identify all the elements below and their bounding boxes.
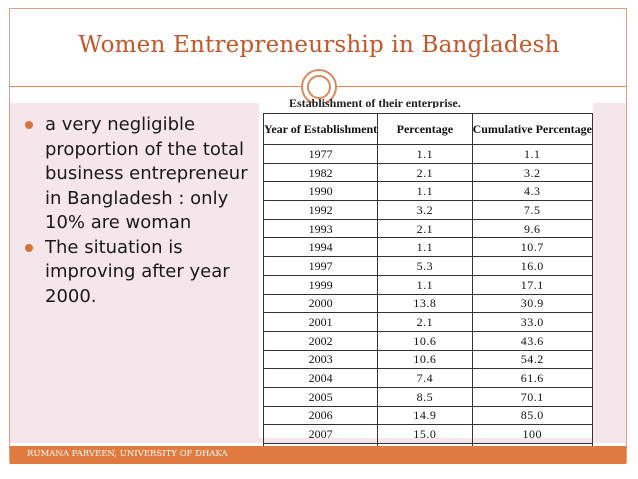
table-cell: 2003 [262,349,379,370]
table-cell: 13.8 [377,293,473,314]
table-row: 2006 14.9 85.0 [262,405,594,426]
table-cell: 54.2 [471,349,594,370]
table-row: 1990 1.1 4.3 [262,181,594,202]
table-cell: 17.1 [471,274,594,295]
table-cell: 1.1 [377,144,473,164]
bullet-text: a very negligible proportion of the tota… [45,114,248,233]
table-row: 1997 5.3 16.0 [262,256,594,276]
table-row: 1977 1.1 1.1 [262,144,594,164]
table-cell: 85.0 [471,405,594,426]
table-row: 1993 2.1 9.6 [262,218,594,239]
table-row: 2007 15.0 100 [262,424,594,444]
table-row: 2005 8.5 70.1 [262,386,594,407]
table-cell: 43.6 [471,330,594,351]
table-cell: 2002 [262,330,379,351]
bullet-text: The situation is improving after year 20… [45,236,230,307]
table-cell: 2004 [262,368,379,388]
table-cell: 2000 [262,293,379,314]
bullet-item: a very negligible proportion of the tota… [24,113,249,236]
table-cell: 8.5 [377,386,473,407]
table-cell: 16.0 [471,256,594,276]
table-cell: 1997 [262,256,379,276]
table-cell: 3.2 [377,200,473,220]
table-cell: 1977 [262,144,379,164]
column-header: Cumulative Percentage [471,113,594,145]
table-cell: 1992 [262,200,379,220]
table-cell: 14.9 [377,405,473,426]
table-cell: 2001 [262,312,379,332]
table-cell: 100 [471,424,594,444]
table-cell: 1982 [262,162,379,183]
establishment-table: Year of Establishment Percentage Cumulat… [262,113,594,463]
table-cell: 2.1 [377,162,473,183]
slide-title: Women Entrepreneurship in Bangladesh [78,32,560,58]
table-cell: 1994 [262,237,379,258]
bullet-dot-icon [25,121,33,129]
column-header: Year of Establishment [262,113,379,145]
table-cell: 1.1 [377,274,473,295]
table-cell: 10.6 [377,349,473,370]
table-row: 2001 2.1 33.0 [262,312,594,332]
bullet-dot-icon [25,243,33,252]
bullet-item: The situation is improving after year 20… [24,236,249,310]
table-cell: 1993 [262,218,379,239]
table-cell: 1.1 [377,237,473,258]
table-cell: 3.2 [471,162,594,183]
table-cell: 30.9 [471,293,594,314]
table-row: 1999 1.1 17.1 [262,274,594,295]
table-caption: Establishment of their enterprise. [289,97,461,108]
table-cell: 10.7 [471,237,594,258]
table-cell: 1999 [262,274,379,295]
table-cell: 5.3 [377,256,473,276]
table-cell: 10.6 [377,330,473,351]
table-body: 1977 1.1 1.1 1982 2.1 3.2 1990 1.1 4.3 1992 3.2 7.5… [262,144,594,463]
table-cell: 2006 [262,405,379,426]
table-row: 2002 10.6 43.6 [262,330,594,351]
bullet-list: a very negligible proportion of the tota… [24,113,249,309]
table-cell: 1.1 [471,144,594,164]
table-cell: 2007 [262,424,379,444]
table-row: 1992 3.2 7.5 [262,200,594,220]
column-header: Percentage [377,113,473,145]
table-row: 1994 1.1 10.7 [262,237,594,258]
table-row: 2000 13.8 30.9 [262,293,594,314]
table-cell: 2.1 [377,218,473,239]
table-row: 2004 7.4 61.6 [262,368,594,388]
table-cell: 15.0 [377,424,473,444]
table-cell: 2005 [262,386,379,407]
table-cell: 70.1 [471,386,594,407]
table-cell: 4.3 [471,181,594,202]
table-header-row: Year of Establishment Percentage Cumulat… [262,113,594,145]
table-row: 1982 2.1 3.2 [262,162,594,183]
table-cell: 2.1 [377,312,473,332]
table-cell: 61.6 [471,368,594,388]
table-cell: 7.5 [471,200,594,220]
table-cell: 1.1 [377,181,473,202]
footer-bar: RUMANA PARVEEN, UNIVERSITY OF DHAKA [10,446,626,464]
table-cell: 1990 [262,181,379,202]
table-row: 2003 10.6 54.2 [262,349,594,370]
table-image: Establishment of their enterprise. Year … [259,97,594,463]
table-cell: 9.6 [471,218,594,239]
footer-text: RUMANA PARVEEN, UNIVERSITY OF DHAKA [27,449,228,459]
table-cell: 33.0 [471,312,594,332]
table-cell: 7.4 [377,368,473,388]
